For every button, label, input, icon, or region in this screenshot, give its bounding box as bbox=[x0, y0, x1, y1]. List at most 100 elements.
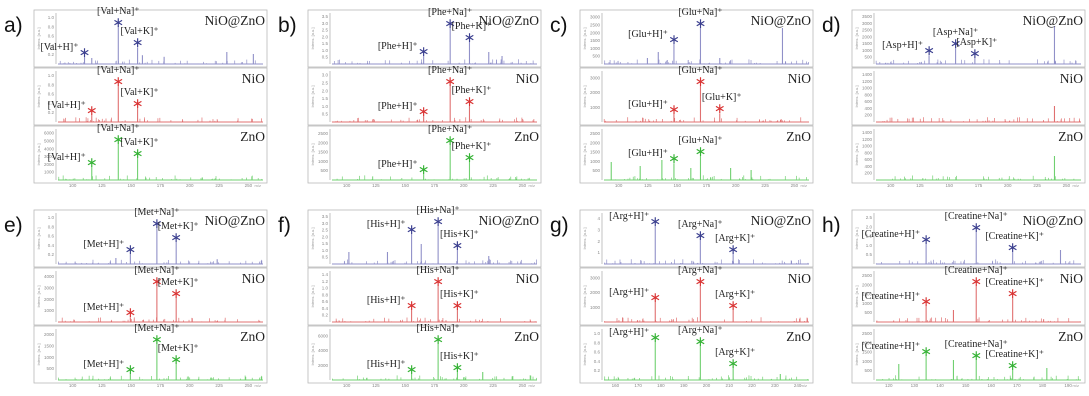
x-axis-unit: m/z bbox=[255, 183, 261, 188]
y-tick-label: 800 bbox=[864, 92, 872, 97]
y-tick-label: 0.5 bbox=[322, 55, 329, 60]
material-label: NiO bbox=[788, 71, 812, 86]
x-tick-label: 100 bbox=[887, 183, 895, 188]
y-tick-label: 2000 bbox=[590, 30, 601, 35]
y-tick-label: 1400 bbox=[862, 130, 873, 135]
material-label: NiO bbox=[516, 271, 540, 286]
y-tick-label: 500 bbox=[864, 368, 872, 373]
x-tick-label: 200 bbox=[1004, 183, 1012, 188]
peak-annotation: [Arg+H]⁺ bbox=[609, 287, 649, 298]
x-tick-label: 125 bbox=[372, 183, 380, 188]
peak-marker-star: ∗ bbox=[694, 334, 706, 350]
peak-annotation: [Met+H]⁺ bbox=[83, 239, 124, 250]
peak-marker-star: ∗ bbox=[151, 274, 163, 290]
peak-marker-star: ∗ bbox=[432, 214, 444, 230]
peak-marker-star: ∗ bbox=[969, 46, 981, 62]
x-tick-label: 100 bbox=[69, 183, 77, 188]
y-tick-label: 2500 bbox=[862, 273, 873, 278]
peak-annotation: [Phe+H]⁺ bbox=[378, 101, 418, 112]
y-tick-label: 200 bbox=[864, 171, 872, 176]
y-tick-label: 2000 bbox=[590, 90, 601, 95]
x-tick-label: 150 bbox=[401, 183, 409, 188]
peak-annotation: [Glu+H]⁺ bbox=[628, 148, 668, 159]
x-tick-label: 125 bbox=[916, 183, 924, 188]
x-tick-label: 170 bbox=[634, 383, 642, 388]
peak-annotation: [Creatine+Na]⁺ bbox=[945, 265, 1008, 276]
y-tick-label: 500 bbox=[592, 168, 600, 173]
strip-frame bbox=[851, 325, 1086, 384]
y-tick-label: 2.5 bbox=[322, 28, 329, 33]
x-tick-label: 200 bbox=[460, 183, 468, 188]
peak-marker-star: ∗ bbox=[406, 362, 418, 378]
peak-marker-star: ∗ bbox=[170, 352, 182, 368]
x-axis-unit: m/z bbox=[255, 383, 261, 388]
peak-annotation: [Phe+Na]⁺ bbox=[428, 7, 472, 18]
peak-marker-star: ∗ bbox=[695, 74, 707, 90]
y-tick-label: 3000 bbox=[862, 21, 873, 26]
y-tick-label: 1.4 bbox=[322, 272, 329, 277]
y-tick-label: 0.6 bbox=[48, 234, 55, 239]
peak-annotation: [His+Na]⁺ bbox=[417, 323, 460, 334]
strip-frame bbox=[579, 125, 814, 184]
peak-annotation: [Creatine+H]⁺ bbox=[861, 229, 920, 240]
y-tick-label: 1.0 bbox=[322, 104, 329, 109]
peak-annotation: [Asp+H]⁺ bbox=[882, 40, 923, 51]
y-tick-label: 500 bbox=[320, 168, 328, 173]
y-tick-label: 1.0 bbox=[322, 48, 329, 53]
material-label: NiO bbox=[242, 71, 266, 86]
y-tick-label: 2500 bbox=[862, 28, 873, 33]
strip-frame bbox=[307, 125, 542, 184]
y-tick-label: 3.0 bbox=[322, 73, 329, 78]
peak-marker-star: ∗ bbox=[452, 360, 464, 376]
strip-frame bbox=[33, 209, 268, 268]
peak-marker-star: ∗ bbox=[406, 298, 418, 314]
peak-marker-star: ∗ bbox=[86, 103, 98, 119]
y-axis-label: Intens. [a.u.] bbox=[36, 343, 41, 365]
x-tick-label: 160 bbox=[612, 383, 620, 388]
x-tick-label: 125 bbox=[98, 383, 106, 388]
y-tick-label: 2000 bbox=[44, 162, 55, 167]
peak-marker-star: ∗ bbox=[79, 45, 91, 61]
y-axis-label: Intens. [a.u.] bbox=[36, 227, 41, 249]
y-tick-label: 1.5 bbox=[322, 241, 329, 246]
y-tick-label: 3 bbox=[597, 227, 600, 232]
y-tick-label: 0.2 bbox=[594, 368, 601, 373]
panel-label: g) bbox=[550, 214, 569, 237]
x-tick-label: 100 bbox=[343, 383, 351, 388]
y-axis-label: Intens. [a.u.] bbox=[854, 143, 859, 165]
peak-annotation: [Val+K]⁺ bbox=[121, 137, 159, 148]
peak-marker-star: ∗ bbox=[444, 133, 456, 149]
y-tick-label: 1.0 bbox=[48, 15, 55, 20]
y-tick-label: 400 bbox=[864, 164, 872, 169]
y-tick-label: 2000 bbox=[44, 332, 55, 337]
strip-frame bbox=[33, 325, 268, 384]
x-tick-label: 140 bbox=[936, 383, 944, 388]
y-axis-label: Intens. [a.u.] bbox=[310, 27, 315, 49]
peak-annotation: [Arg+K]⁺ bbox=[715, 233, 755, 244]
x-tick-label: 175 bbox=[157, 183, 165, 188]
strip-frame bbox=[33, 267, 268, 326]
x-tick-label: 125 bbox=[98, 183, 106, 188]
x-tick-label: 160 bbox=[988, 383, 996, 388]
y-tick-label: 1000 bbox=[862, 301, 873, 306]
peak-marker-star: ∗ bbox=[432, 274, 444, 290]
panel-label: a) bbox=[4, 14, 23, 37]
peak-marker-star: ∗ bbox=[418, 104, 430, 120]
y-tick-label: 2000 bbox=[318, 363, 329, 368]
y-axis-label: Intens. [a.u.] bbox=[36, 285, 41, 307]
y-axis-label: Intens. [a.u.] bbox=[854, 285, 859, 307]
peak-marker-star: ∗ bbox=[132, 96, 144, 112]
peak-marker-star: ∗ bbox=[432, 332, 444, 348]
y-tick-label: 1000 bbox=[590, 159, 601, 164]
y-axis-label: Intens. [a.u.] bbox=[854, 343, 859, 365]
material-label: ZnO bbox=[1058, 129, 1083, 144]
peak-marker-star: ∗ bbox=[86, 155, 98, 171]
peak-annotation: [Asp+K]⁺ bbox=[956, 37, 997, 48]
peak-marker-star: ∗ bbox=[649, 330, 661, 346]
peak-annotation: [Phe+K]⁺ bbox=[452, 85, 492, 96]
peak-marker-star: ∗ bbox=[668, 151, 680, 167]
